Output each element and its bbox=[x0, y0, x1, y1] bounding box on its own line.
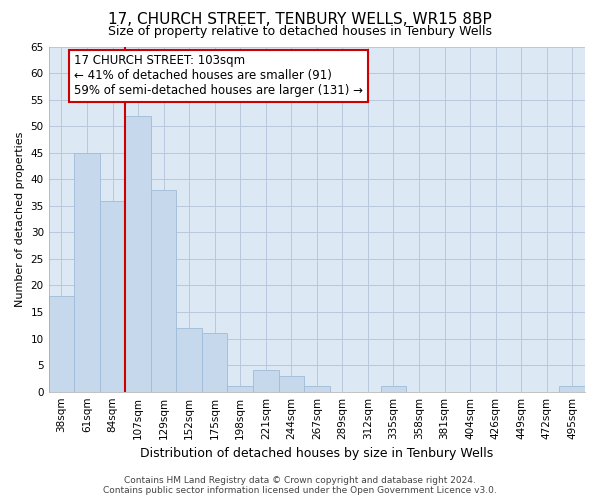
Bar bbox=[253, 370, 278, 392]
Text: Contains HM Land Registry data © Crown copyright and database right 2024.
Contai: Contains HM Land Registry data © Crown c… bbox=[103, 476, 497, 495]
Bar bbox=[380, 386, 406, 392]
Bar bbox=[125, 116, 151, 392]
Text: Size of property relative to detached houses in Tenbury Wells: Size of property relative to detached ho… bbox=[108, 25, 492, 38]
Text: 17, CHURCH STREET, TENBURY WELLS, WR15 8BP: 17, CHURCH STREET, TENBURY WELLS, WR15 8… bbox=[108, 12, 492, 28]
Bar bbox=[559, 386, 585, 392]
Bar bbox=[100, 200, 125, 392]
Bar bbox=[74, 152, 100, 392]
X-axis label: Distribution of detached houses by size in Tenbury Wells: Distribution of detached houses by size … bbox=[140, 447, 493, 460]
Bar bbox=[49, 296, 74, 392]
Bar bbox=[227, 386, 253, 392]
Bar bbox=[278, 376, 304, 392]
Bar bbox=[202, 334, 227, 392]
Text: 17 CHURCH STREET: 103sqm
← 41% of detached houses are smaller (91)
59% of semi-d: 17 CHURCH STREET: 103sqm ← 41% of detach… bbox=[74, 54, 363, 98]
Y-axis label: Number of detached properties: Number of detached properties bbox=[15, 132, 25, 307]
Bar bbox=[151, 190, 176, 392]
Bar bbox=[176, 328, 202, 392]
Bar bbox=[304, 386, 329, 392]
